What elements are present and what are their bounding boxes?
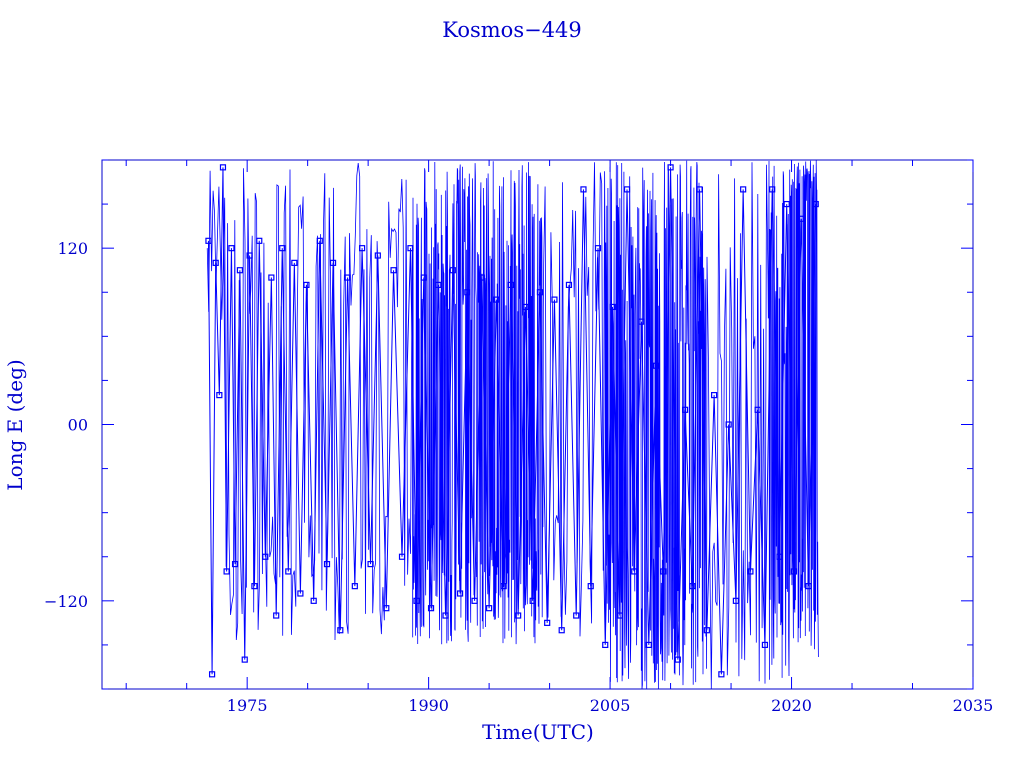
data-point bbox=[427, 605, 435, 612]
data-point bbox=[769, 186, 776, 193]
data-point bbox=[236, 267, 244, 274]
y-tick-label: 00 bbox=[68, 416, 88, 435]
plot-area bbox=[205, 160, 819, 689]
x-tick-label: 1990 bbox=[408, 696, 449, 715]
data-point bbox=[367, 560, 374, 568]
data-point bbox=[351, 583, 358, 590]
x-tick-label: 1975 bbox=[227, 696, 268, 715]
data-point bbox=[310, 597, 317, 604]
x-tick-label: 2035 bbox=[953, 696, 994, 715]
data-point bbox=[718, 671, 725, 678]
data-point bbox=[251, 583, 258, 590]
data-point bbox=[228, 245, 235, 252]
data-point bbox=[208, 671, 216, 678]
x-tick-label: 2005 bbox=[590, 696, 631, 715]
x-tick-label: 2020 bbox=[771, 696, 812, 715]
y-tick-label: −120 bbox=[44, 592, 88, 611]
data-point bbox=[273, 612, 280, 619]
data-point bbox=[297, 590, 304, 597]
data-point bbox=[740, 186, 747, 193]
data-point bbox=[456, 590, 464, 597]
data-point bbox=[486, 605, 493, 612]
chart-title: Kosmos−449 bbox=[442, 18, 582, 42]
data-point bbox=[711, 392, 718, 399]
data-point bbox=[303, 281, 310, 289]
data-point bbox=[573, 612, 580, 619]
y-tick-label: 120 bbox=[57, 239, 88, 258]
data-point bbox=[219, 164, 227, 171]
data-point bbox=[279, 245, 286, 252]
data-point bbox=[493, 296, 500, 303]
data-point bbox=[337, 627, 344, 634]
data-point bbox=[390, 267, 397, 274]
x-axis-label: Time(UTC) bbox=[482, 720, 594, 744]
data-point bbox=[285, 568, 292, 575]
data-point bbox=[241, 656, 248, 663]
data-point bbox=[602, 641, 609, 649]
y-axis-label: Long E (deg) bbox=[3, 359, 27, 490]
data-point bbox=[268, 274, 275, 281]
data-point bbox=[558, 627, 565, 634]
data-point bbox=[223, 568, 230, 575]
data-point bbox=[216, 392, 223, 399]
data-point bbox=[580, 186, 587, 193]
series-density-trace bbox=[206, 160, 819, 689]
data-point bbox=[565, 281, 573, 289]
data-point bbox=[291, 259, 298, 266]
data-point bbox=[544, 619, 551, 626]
